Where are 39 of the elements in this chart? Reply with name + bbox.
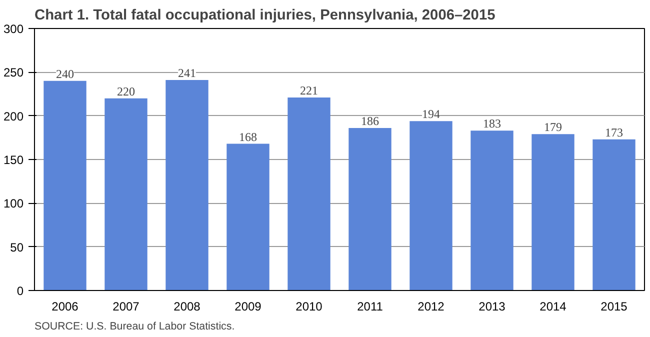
bar	[44, 80, 86, 290]
x-tick-label: 2015	[600, 300, 628, 314]
x-tick-label: 2011	[357, 300, 384, 314]
bar	[348, 128, 392, 290]
data-label: 179	[544, 120, 562, 134]
bar	[166, 80, 208, 290]
y-tick-label: 0	[16, 284, 24, 298]
y-tick-label: 300	[3, 22, 24, 36]
y-tick-label: 50	[10, 240, 24, 254]
data-label: 168	[239, 130, 257, 144]
chart-title: Chart 1. Total fatal occupational injuries, Pennsylvania, 2006–2015	[34, 8, 496, 24]
bar	[470, 130, 514, 290]
bar	[410, 121, 452, 290]
bar	[104, 98, 148, 290]
data-label: 220	[117, 84, 135, 98]
data-label: 221	[300, 83, 318, 98]
x-tick-label: 2007	[112, 300, 140, 314]
data-label: 241	[178, 66, 196, 80]
bar	[532, 134, 574, 290]
x-tick-label: 2014	[540, 300, 567, 314]
bar	[592, 139, 636, 290]
y-tick-label: 200	[3, 109, 24, 124]
y-tick-label: 150	[3, 153, 24, 167]
data-label: 194	[422, 107, 440, 122]
data-label: 173	[605, 125, 623, 140]
bar	[226, 144, 270, 290]
x-tick-label: 2006	[52, 300, 79, 314]
x-tick-label: 2008	[174, 300, 201, 314]
data-label: 183	[483, 116, 501, 131]
y-tick-label: 100	[3, 196, 24, 211]
x-tick-label: 2009	[234, 300, 262, 314]
bar	[288, 97, 330, 290]
x-tick-label: 2012	[418, 300, 445, 314]
x-tick-label: 2013	[478, 300, 506, 314]
data-label: 240	[56, 66, 74, 81]
y-tick-label: 250	[3, 66, 24, 80]
data-label: 186	[361, 114, 379, 128]
x-tick-label: 2010	[296, 300, 323, 314]
source-note: SOURCE: U.S. Bureau of Labor Statistics.	[34, 320, 235, 332]
